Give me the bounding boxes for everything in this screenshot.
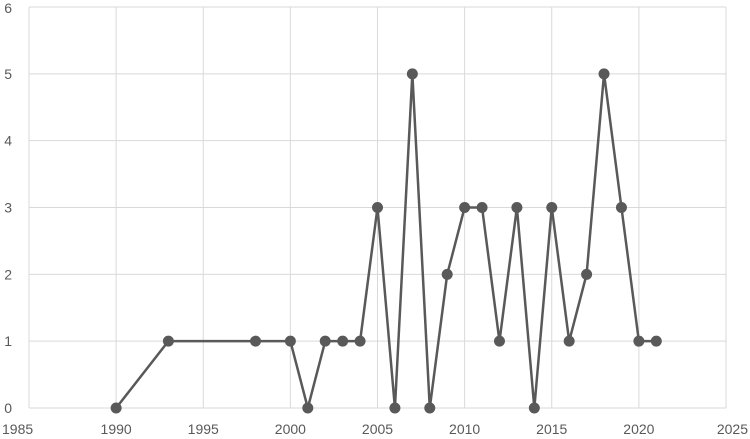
data-series — [110, 68, 662, 414]
x-tick-label: 2025 — [717, 421, 748, 437]
data-point — [476, 202, 488, 213]
y-tick-label: 3 — [4, 200, 12, 216]
x-tick-label: 1990 — [101, 421, 132, 437]
x-tick-label: 2015 — [536, 421, 567, 437]
y-tick-label: 1 — [4, 333, 12, 349]
data-point — [337, 335, 349, 347]
data-point — [528, 402, 540, 414]
x-tick-label: 2000 — [275, 421, 306, 437]
data-point — [493, 335, 505, 347]
data-point — [598, 68, 610, 80]
y-tick-label: 0 — [4, 400, 12, 416]
y-tick-label: 2 — [4, 266, 12, 282]
data-point — [406, 68, 418, 80]
x-axis-tick-labels: 1985 1990 1995 2000 2005 2010 2015 2020 2025 — [2, 421, 748, 437]
data-point — [389, 402, 401, 414]
data-point — [441, 268, 453, 280]
data-point — [284, 335, 296, 347]
x-tick-label: 2010 — [449, 421, 480, 437]
y-tick-label: 6 — [4, 0, 12, 16]
data-point — [250, 335, 262, 347]
data-point — [546, 202, 558, 213]
y-tick-label: 4 — [4, 133, 12, 149]
data-point — [615, 202, 627, 213]
data-point — [110, 402, 122, 414]
data-point — [354, 335, 366, 347]
x-tick-label: 1985 — [2, 421, 33, 437]
data-point — [302, 402, 314, 414]
data-point — [372, 202, 383, 213]
data-point — [650, 335, 662, 347]
x-tick-label: 2020 — [623, 421, 654, 437]
data-point — [581, 268, 593, 280]
data-point — [162, 335, 174, 347]
data-point — [633, 335, 645, 347]
data-point — [563, 335, 575, 347]
data-point — [319, 335, 331, 347]
data-point — [459, 202, 471, 213]
x-tick-label: 1995 — [188, 421, 219, 437]
series-line — [115, 72, 657, 410]
data-point — [424, 402, 436, 414]
y-tick-label: 5 — [4, 66, 12, 82]
y-axis-tick-labels: 0 1 2 3 4 5 6 — [4, 0, 12, 416]
x-tick-label: 2005 — [362, 421, 393, 437]
data-point — [511, 202, 523, 213]
